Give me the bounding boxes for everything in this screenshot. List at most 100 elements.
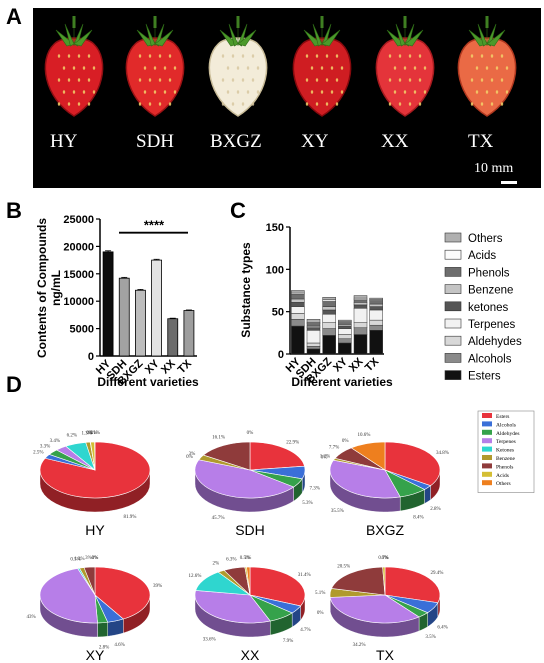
fruit-stem xyxy=(72,16,76,28)
fruit-seed xyxy=(470,102,474,106)
fruit-seed xyxy=(505,90,509,94)
fruit-seed xyxy=(67,78,71,82)
legend-swatch-phenols xyxy=(444,267,462,277)
pie-legend-label-benzene: Benzene xyxy=(496,456,515,462)
fruit-seed xyxy=(251,78,255,82)
y-tick-label: 25000 xyxy=(63,214,94,226)
fruit-xy: XY xyxy=(292,16,352,152)
pie-value-label: 1.2% xyxy=(87,431,97,436)
pie-value-label: 22.9% xyxy=(286,440,299,445)
stack-ketones-bxgz xyxy=(322,309,336,315)
fruit-seed xyxy=(500,102,504,106)
fruit-seed xyxy=(305,54,309,58)
stack-benzene-bxgz xyxy=(322,306,336,311)
y-axis-label: Contents of Compounds xyxy=(35,218,49,358)
fruit-seed xyxy=(485,66,489,70)
fruit-calyx xyxy=(486,29,506,47)
fruit-seed xyxy=(158,78,162,82)
fruit-seed xyxy=(310,90,314,94)
pie-value-label: 2% xyxy=(213,562,220,567)
pie-value-label: 1.3% xyxy=(74,557,84,562)
legend-label-alcohols: Alcohols xyxy=(468,353,512,365)
pie-legend-swatch-phenols xyxy=(482,463,492,469)
legend-label-terpenes: Terpenes xyxy=(468,319,516,331)
stack-ketones-hy xyxy=(291,302,305,307)
stack-others-xy xyxy=(338,319,352,323)
scale-label: 10 mm xyxy=(474,161,513,176)
stack-aldehydes-bxgz xyxy=(322,322,336,329)
fruit-seed xyxy=(418,78,422,82)
pie-value-label: 33.6% xyxy=(203,638,216,643)
bar-xy xyxy=(151,259,162,357)
pie-slice-esters xyxy=(249,441,305,471)
stack-ketones-xy xyxy=(338,325,352,329)
pie-tx: 29.4%6.4%3.5%34.2%0%5.1%20.5%0.7%0%TX xyxy=(315,556,448,663)
pie-value-label: 29.4% xyxy=(430,571,443,576)
pie-sdh: 22.9%7.3%5.3%45.7%0%3%16.1%0%SDH xyxy=(186,431,320,538)
panel-d-letter: D xyxy=(6,372,22,397)
fruit-seed xyxy=(475,90,479,94)
stack-esters-bxgz xyxy=(322,335,336,355)
pie-value-label: 2.8% xyxy=(99,646,109,651)
stack-alcohols-hy xyxy=(291,319,305,327)
stack-phenols-xy xyxy=(338,322,352,325)
pie-value-label: 5.3% xyxy=(302,501,312,506)
pie-value-label: 3% xyxy=(85,556,92,561)
fruit-seed xyxy=(325,54,329,58)
photo-background xyxy=(33,8,541,188)
fruit-seed xyxy=(423,90,427,94)
fruit-seed xyxy=(388,54,392,58)
fruit-seed xyxy=(246,66,250,70)
fruit-seed xyxy=(72,66,76,70)
fruit-seed xyxy=(62,66,66,70)
fruit-seed xyxy=(241,102,245,106)
fruit-seed xyxy=(77,54,81,58)
legend-label-others: Others xyxy=(468,233,503,245)
y-tick-label: 0 xyxy=(88,351,94,363)
stack-others-tx xyxy=(369,297,383,301)
pie-slice-esters xyxy=(249,566,306,607)
fruit-seed xyxy=(82,66,86,70)
pie-legend-label-alcohols: Alcohols xyxy=(496,422,516,428)
y-tick-label: 15000 xyxy=(63,269,94,281)
stack-benzene-xy xyxy=(338,324,352,327)
pie-value-label: 0% xyxy=(92,556,99,561)
pie-value-label: 0% xyxy=(317,611,324,616)
pie-value-label: 0.5% xyxy=(70,558,80,563)
x-axis-label: Different varieties xyxy=(291,375,393,389)
fruit-seed xyxy=(388,102,392,106)
fruit-seed xyxy=(315,78,319,82)
legend-swatch-aldehydes xyxy=(444,335,462,346)
pie-slice-phenols xyxy=(202,441,251,471)
pie-value-label: 0% xyxy=(86,431,93,436)
stack-phenols-tx xyxy=(369,300,383,305)
fruit-seed xyxy=(320,90,324,94)
fruit-seed xyxy=(67,54,71,58)
fruit-seed xyxy=(315,102,319,106)
fruit-seed xyxy=(335,54,339,58)
fruit-seed xyxy=(231,102,235,106)
fruit-seed xyxy=(490,102,494,106)
fruit-seed xyxy=(398,54,402,58)
fruit-seed xyxy=(148,102,152,106)
fruit-seed xyxy=(148,78,152,82)
fruit-calyx xyxy=(395,23,406,47)
fruit-seed xyxy=(403,90,407,94)
fruit-stem xyxy=(320,16,324,28)
legend-swatch-alcohols xyxy=(444,353,462,363)
pie-value-label: 3.5% xyxy=(425,635,435,640)
pie-value-label: 34.2% xyxy=(353,643,366,648)
scale-bar xyxy=(501,181,517,184)
panel-c-letter: C xyxy=(230,198,246,223)
x-tick-label: TX xyxy=(176,357,195,376)
fruit-seed xyxy=(231,78,235,82)
fruit-seed xyxy=(163,66,167,70)
legend-label-ketones: ketones xyxy=(468,302,509,314)
fruit-seed xyxy=(143,90,147,94)
fruit-seed xyxy=(221,102,225,106)
stack-benzene-tx xyxy=(369,303,383,307)
fruit-seed xyxy=(87,78,91,82)
fruit-seed xyxy=(495,90,499,94)
pie-value-label: 81.9% xyxy=(124,515,137,520)
